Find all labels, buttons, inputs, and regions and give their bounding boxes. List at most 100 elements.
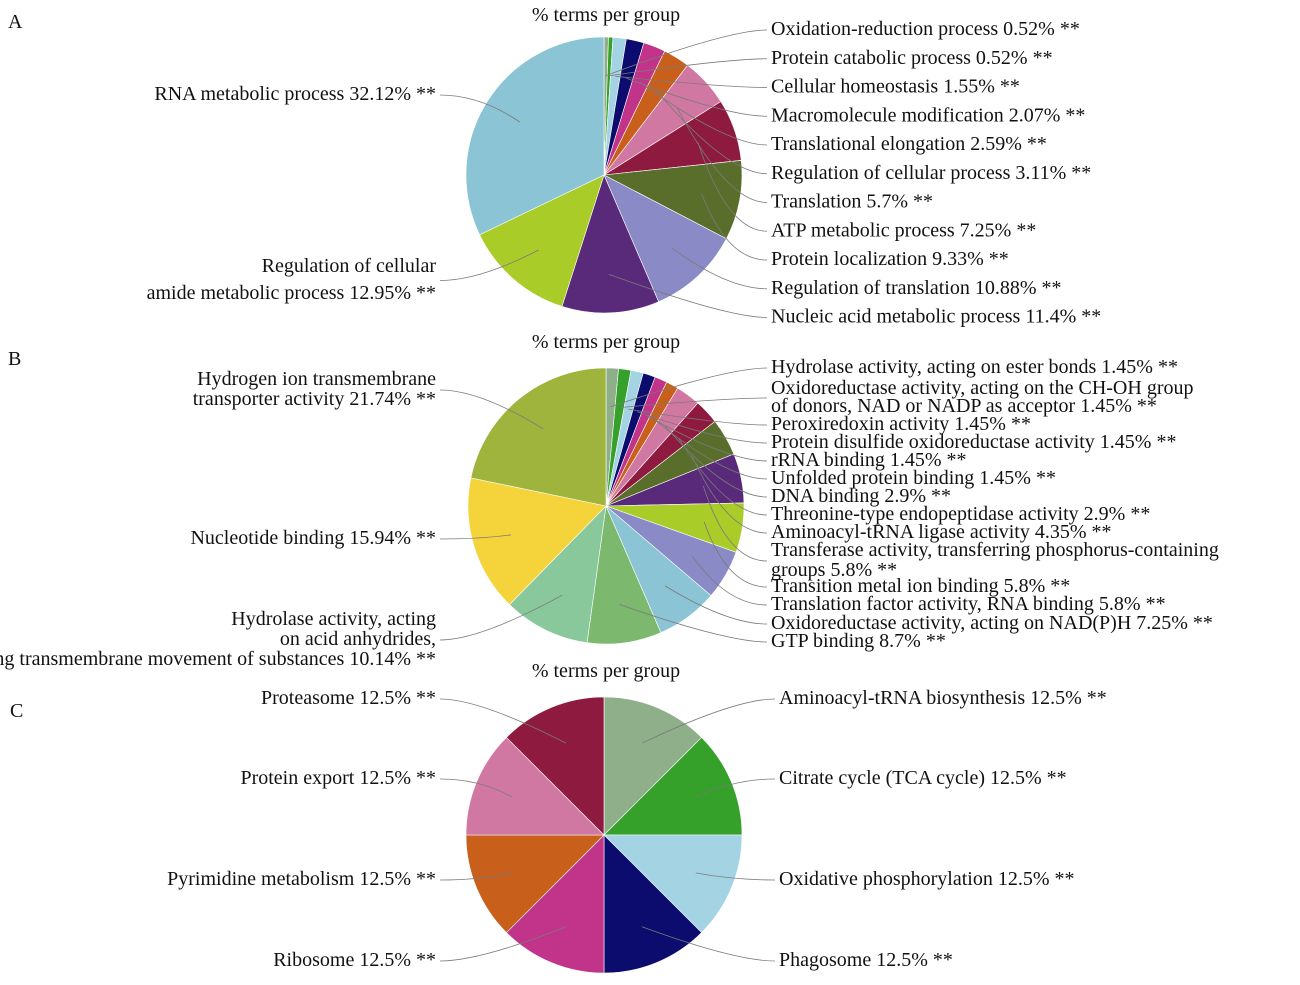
leader-line [645, 414, 768, 462]
slice-label: Translation 5.7% ** [771, 191, 933, 213]
leader-line [641, 926, 776, 962]
leader-line [676, 107, 768, 203]
pie-slice [470, 367, 607, 507]
slice-label: Regulation of cellular process 3.11% ** [771, 162, 1091, 184]
leader-line [619, 397, 768, 408]
pie-leaders [439, 698, 776, 962]
leader-line [619, 604, 768, 643]
pie-slices [465, 696, 743, 974]
panel-letter-a: A [8, 11, 23, 33]
leader-line [655, 90, 768, 175]
slice-label: Aminoacyl-tRNA ligase activity 4.35% ** [771, 521, 1112, 543]
slice-label: Aminoacyl-tRNA biosynthesis 12.5% ** [779, 687, 1107, 709]
pie-slice [603, 696, 703, 836]
slice-label: Cellular homeostasis 1.55% ** [771, 76, 1020, 98]
pie-labels: Aminoacyl-tRNA biosynthesis 12.5% ** Citr… [167, 687, 1107, 971]
pie-slice [465, 736, 605, 836]
pie-slices [465, 36, 743, 314]
slice-label: Oxidoreductase activity, acting on NAD(P… [771, 612, 1213, 634]
slice-label: Hydrolase activity, acting on ester bond… [771, 356, 1178, 378]
leader-line [439, 778, 513, 798]
leader-line [439, 698, 567, 744]
leader-line [608, 273, 768, 318]
slice-label: Hydrolase activity, acting on acid anhydr… [0, 608, 436, 670]
leader-line [664, 425, 768, 498]
slice-label: Oxidation-reduction process 0.52% ** [771, 18, 1080, 40]
leader-line [702, 485, 768, 562]
leader-line [691, 555, 768, 606]
leader-line [439, 594, 563, 641]
pie-slice [602, 160, 743, 240]
pie-slice [603, 736, 743, 836]
leader-line [697, 142, 768, 232]
slice-label: DNA binding 2.9% ** [771, 485, 951, 507]
leader-line [636, 411, 768, 444]
slice-label: GTP binding 8.7% ** [771, 630, 946, 652]
panel-letter-c: C [10, 700, 23, 722]
pie-slice [465, 36, 605, 236]
leader-line [605, 29, 768, 77]
pie-slices [467, 367, 745, 645]
leader-line [615, 75, 768, 88]
panel-b: B % terms per group Hydrolase activity, … [0, 331, 1219, 670]
pie-slice [479, 174, 605, 307]
leader-line [640, 82, 768, 146]
pie-title-c: % terms per group [532, 660, 680, 682]
leader-line [664, 585, 768, 625]
leader-line [701, 193, 768, 261]
leader-line [439, 872, 513, 881]
leader-line [703, 521, 768, 588]
leader-line [691, 456, 768, 534]
pie-slice [509, 505, 607, 644]
pie-leaders [439, 29, 768, 318]
slice-label: Protein catabolic process 0.52% ** [771, 47, 1053, 69]
leader-line [439, 389, 544, 430]
slice-label: Transferase activity, transferring phosp… [771, 539, 1219, 581]
pie-labels: Oxidation-reduction process 0.52% ** Prot… [147, 18, 1102, 328]
pie-slice [603, 834, 743, 934]
slice-label: Regulation of translation 10.88% ** [771, 277, 1062, 299]
slice-label: rRNA binding 1.45% ** [771, 449, 967, 471]
pie-slice [505, 834, 605, 974]
slice-label: Oxidoreductase activity, acting on the C… [771, 377, 1193, 417]
slice-label: Proteasome 12.5% ** [261, 687, 436, 709]
pie-slice [505, 696, 605, 836]
slice-label: Translation factor activity, RNA binding… [771, 593, 1166, 615]
pie-slice [561, 174, 660, 314]
slice-label: Protein disulfide oxidoreductase activit… [771, 431, 1176, 453]
leader-line [626, 77, 768, 117]
slice-label: ATP metabolic process 7.25% ** [771, 219, 1036, 241]
leader-line [628, 408, 768, 426]
pie-title-a: % terms per group [532, 4, 680, 26]
slice-label: Nucleotide binding 15.94% ** [190, 527, 436, 549]
leader-line [695, 872, 776, 881]
slice-label: Protein export 12.5% ** [240, 767, 436, 789]
slice-label: Transition metal ion binding 5.8% ** [771, 575, 1070, 597]
leader-line [439, 534, 511, 540]
leader-line [671, 247, 768, 290]
slice-label: Macromolecule modification 2.07% ** [771, 104, 1085, 126]
pie-labels: Hydrolase activity, acting on ester bond… [0, 356, 1219, 670]
slice-label: Hydrogen ion transmembrane transporter ac… [193, 368, 436, 410]
pie-title-b: % terms per group [532, 331, 680, 353]
panel-letter-b: B [8, 348, 21, 370]
pie-slice [603, 834, 703, 974]
leader-line [439, 249, 539, 281]
panel-c: C % terms per group Aminoacyl-tRNA biosy… [10, 660, 1107, 974]
slice-label: Citrate cycle (TCA cycle) 12.5% ** [779, 767, 1067, 789]
leader-line [695, 778, 776, 798]
pie-slice [465, 834, 605, 934]
slice-label: RNA metabolic process 32.12% ** [154, 83, 436, 105]
slice-label: Unfolded protein binding 1.45% ** [771, 467, 1056, 489]
pie-leaders [439, 367, 768, 643]
leader-line [439, 94, 521, 123]
slice-label: Peroxiredoxin activity 1.45% ** [771, 413, 1031, 435]
leader-line [641, 698, 776, 744]
slice-label: Translational elongation 2.59% ** [771, 133, 1047, 155]
leader-line [610, 367, 768, 408]
slice-label: Phagosome 12.5% ** [779, 949, 953, 971]
slice-label: Pyrimidine metabolism 12.5% ** [167, 868, 436, 890]
slice-label: Oxidative phosphorylation 12.5% ** [779, 868, 1075, 890]
slice-label: Regulation of cellular amide metabolic pr… [147, 255, 437, 304]
